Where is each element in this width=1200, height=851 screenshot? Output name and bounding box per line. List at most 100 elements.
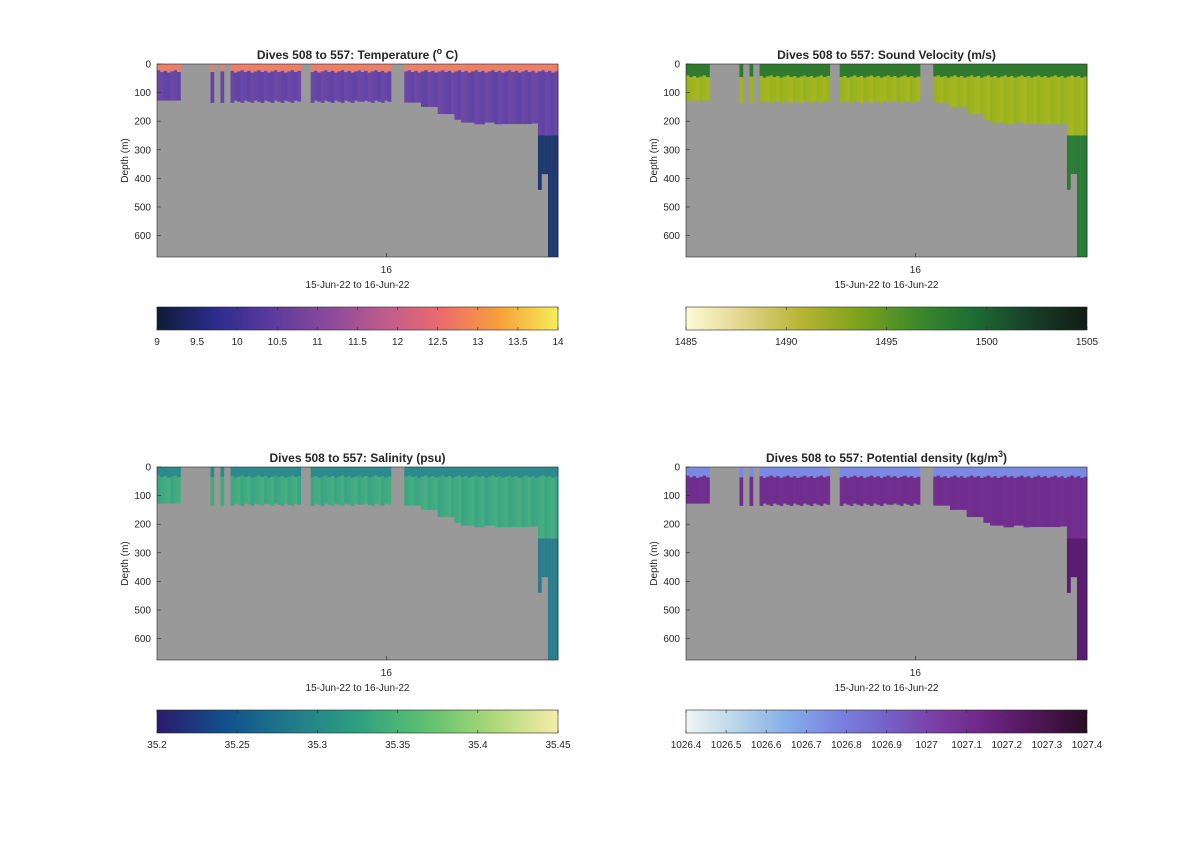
data-cell bbox=[1046, 467, 1051, 478]
data-cell bbox=[417, 64, 422, 73]
data-cell bbox=[541, 538, 546, 578]
colorbar bbox=[685, 709, 1088, 734]
y-tick-label: 400 bbox=[134, 174, 151, 185]
data-cell bbox=[317, 467, 322, 478]
data-cell bbox=[260, 64, 265, 73]
chart-title: Dives 508 to 557: Sound Velocity (m/s) bbox=[777, 48, 996, 62]
data-cell bbox=[889, 477, 894, 505]
data-cell bbox=[689, 64, 694, 78]
data-cell bbox=[792, 64, 797, 77]
data-cell bbox=[441, 467, 445, 476]
data-cell bbox=[474, 64, 479, 71]
data-cell bbox=[464, 64, 469, 71]
data-cell bbox=[163, 476, 168, 504]
colorbar-tick-label: 1505 bbox=[1076, 337, 1099, 348]
data-cell bbox=[1016, 64, 1021, 77]
data-cell bbox=[173, 70, 178, 101]
data-cell bbox=[696, 467, 700, 478]
data-cell bbox=[686, 64, 690, 76]
data-cell bbox=[410, 467, 415, 478]
x-tick-label: 16 bbox=[910, 265, 922, 276]
data-cell bbox=[337, 71, 342, 102]
data-cell bbox=[250, 467, 255, 478]
data-cell bbox=[334, 72, 338, 101]
data-cell bbox=[163, 70, 168, 101]
data-cell bbox=[909, 467, 914, 477]
data-cell bbox=[504, 64, 509, 72]
data-cell bbox=[823, 477, 827, 504]
data-cell bbox=[367, 72, 372, 102]
data-cell bbox=[953, 75, 958, 107]
data-cell bbox=[903, 64, 907, 76]
data-cell bbox=[956, 467, 961, 478]
data-cell bbox=[507, 475, 512, 528]
data-cell bbox=[903, 467, 907, 476]
data-cell bbox=[899, 76, 904, 103]
data-cell bbox=[986, 75, 991, 120]
data-cell bbox=[240, 475, 245, 506]
data-cell bbox=[380, 70, 385, 103]
data-cell bbox=[370, 64, 375, 72]
data-cell bbox=[692, 64, 697, 77]
x-tick-label: 16 bbox=[381, 265, 393, 276]
data-cell bbox=[270, 476, 275, 506]
data-cell bbox=[1033, 476, 1038, 528]
data-cell bbox=[437, 64, 442, 72]
data-cell bbox=[1030, 477, 1034, 528]
data-cell bbox=[789, 467, 794, 478]
data-cell bbox=[769, 467, 774, 476]
data-cell bbox=[1016, 76, 1021, 123]
data-cell bbox=[812, 477, 817, 504]
data-cell bbox=[849, 467, 854, 477]
data-cell bbox=[876, 476, 881, 505]
colorbar-tick-label: 1485 bbox=[675, 337, 698, 348]
data-cell bbox=[1020, 75, 1024, 123]
data-cell bbox=[330, 70, 335, 103]
data-cell bbox=[521, 476, 525, 528]
data-cell bbox=[544, 467, 549, 478]
data-cell bbox=[909, 476, 914, 506]
chart-title-suffix: C) bbox=[442, 48, 458, 62]
axes-frame bbox=[685, 466, 1088, 661]
data-cell bbox=[380, 467, 385, 477]
data-cell bbox=[916, 476, 921, 505]
data-cell bbox=[819, 475, 824, 506]
data-cell bbox=[330, 64, 335, 71]
chart-title-suffix: ) bbox=[1003, 451, 1007, 465]
data-cells bbox=[157, 64, 559, 258]
data-cell bbox=[906, 477, 911, 505]
data-cell bbox=[943, 476, 948, 506]
data-cell bbox=[1003, 75, 1008, 125]
data-cell bbox=[511, 72, 515, 125]
colorbar-tick-label: 14 bbox=[552, 337, 564, 348]
data-cell bbox=[494, 72, 499, 125]
data-cell bbox=[1013, 467, 1018, 478]
data-cell bbox=[461, 72, 465, 123]
data-cell bbox=[993, 467, 998, 477]
data-cell bbox=[531, 476, 536, 527]
data-cell bbox=[776, 467, 780, 477]
data-cell bbox=[497, 467, 502, 477]
data-cell bbox=[796, 64, 801, 78]
data-cell bbox=[431, 476, 435, 510]
colorbar-tick-label: 13.5 bbox=[508, 337, 528, 348]
data-cell bbox=[451, 467, 455, 478]
data-cell bbox=[933, 467, 938, 477]
data-cell bbox=[1033, 64, 1038, 77]
data-cell bbox=[514, 476, 519, 528]
data-cell bbox=[686, 467, 690, 476]
data-cell bbox=[946, 64, 951, 78]
data-cell bbox=[263, 70, 268, 101]
data-cell bbox=[960, 76, 964, 107]
data-cell bbox=[779, 467, 784, 478]
data-cell bbox=[776, 476, 780, 505]
data-cell bbox=[317, 72, 322, 102]
data-cell bbox=[1060, 64, 1065, 77]
data-cell bbox=[407, 475, 412, 506]
data-cell bbox=[444, 477, 449, 518]
data-cell bbox=[973, 77, 978, 115]
data-cell bbox=[696, 477, 700, 504]
data-cell bbox=[243, 467, 248, 478]
data-cell bbox=[953, 467, 958, 476]
